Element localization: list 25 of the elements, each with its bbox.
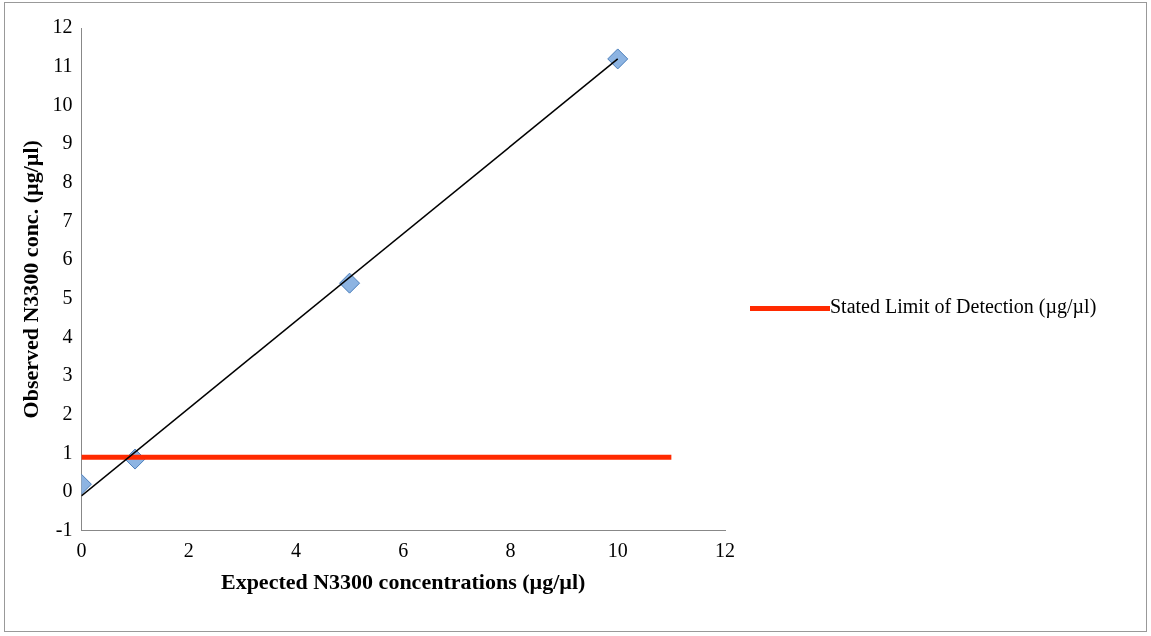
x-tick-label: 12	[715, 538, 735, 561]
y-tick-label: 10	[52, 92, 73, 115]
x-tick-label: 6	[398, 538, 409, 561]
x-tick-label: 8	[505, 538, 516, 561]
point	[607, 48, 629, 70]
y-tick-label: 5	[62, 285, 73, 308]
x-tick-label: 0	[76, 538, 87, 561]
x-axis-title: Expected N3300 concentrations (µg/µl)	[220, 569, 586, 595]
y-tick-label: 9	[62, 131, 73, 154]
y-axis-title: Observed N3300 conc. (µg/µl)	[17, 140, 43, 419]
y-tick-label: 3	[62, 363, 73, 386]
y-tick-label: 0	[62, 479, 73, 502]
legend-label: Stated Limit of Detection (µg/µl)	[830, 295, 1097, 318]
y-tick-label: 4	[62, 324, 73, 347]
y-tick-label: -1	[55, 517, 73, 540]
y-tick-label: 2	[62, 401, 73, 424]
y-tick-label: 1	[62, 440, 73, 463]
y-tick-label: 6	[62, 247, 73, 270]
y-tick-label: 11	[53, 53, 73, 76]
y-tick-label: 7	[62, 208, 73, 231]
x-tick-label: 2	[183, 538, 194, 561]
y-tick-label: 12	[52, 15, 73, 38]
y-tick-label: 8	[62, 169, 73, 192]
x-tick-label: 4	[290, 538, 301, 561]
x-tick-label: 10	[607, 538, 628, 561]
